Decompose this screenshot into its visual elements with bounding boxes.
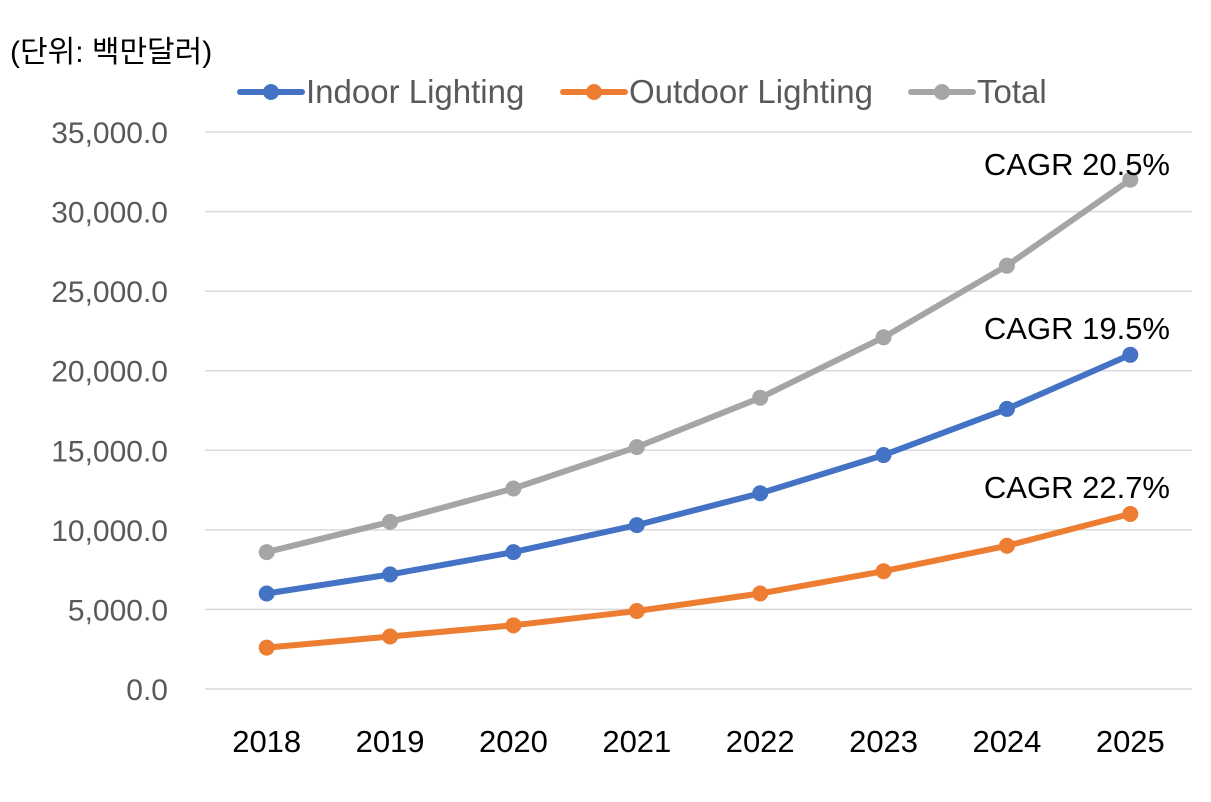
y-tick-label: 30,000.0 <box>51 197 168 230</box>
series-total <box>258 171 1139 561</box>
series-line <box>263 176 1134 556</box>
x-tick-label: 2023 <box>849 724 918 759</box>
legend-entry: Outdoor Lighting <box>560 73 873 110</box>
data-point <box>258 639 275 656</box>
x-tick-label: 2020 <box>479 724 548 759</box>
data-point <box>258 585 275 602</box>
data-point <box>628 439 645 456</box>
data-point <box>258 544 275 561</box>
data-point <box>382 566 399 583</box>
data-point <box>628 603 645 620</box>
data-point <box>1122 346 1139 363</box>
data-point <box>752 389 769 406</box>
data-point <box>875 447 892 464</box>
x-tick-label: 2024 <box>972 724 1041 759</box>
gridlines <box>205 131 1192 690</box>
x-axis: 2018 2019 2020 2021 2022 2023 2024 2025 <box>232 724 1165 759</box>
series-group <box>258 171 1139 656</box>
data-point <box>752 485 769 502</box>
data-point <box>1122 505 1139 522</box>
legend-swatch-marker <box>586 84 602 100</box>
data-point <box>505 480 522 497</box>
x-tick-label: 2022 <box>726 724 795 759</box>
legend-label: Total <box>977 73 1047 110</box>
data-point <box>382 513 399 530</box>
y-tick-label: 20,000.0 <box>51 356 168 389</box>
data-point <box>382 628 399 645</box>
legend-entry: Total <box>908 73 1047 110</box>
series-line <box>263 510 1134 651</box>
data-point <box>998 257 1015 274</box>
y-tick-label: 35,000.0 <box>51 117 168 150</box>
y-tick-label: 10,000.0 <box>51 515 168 548</box>
data-point <box>875 563 892 580</box>
y-tick-label: 5,000.0 <box>68 594 168 627</box>
x-tick-label: 2025 <box>1096 724 1165 759</box>
y-tick-label: 0.0 <box>126 674 168 707</box>
cagr-annotation: CAGR 22.7% <box>984 470 1170 505</box>
legend-label: Outdoor Lighting <box>629 73 873 110</box>
data-point <box>505 617 522 634</box>
data-point <box>1122 171 1139 188</box>
y-tick-label: 15,000.0 <box>51 435 168 468</box>
data-point <box>875 329 892 346</box>
data-point <box>998 537 1015 554</box>
cagr-annotation: CAGR 19.5% <box>984 311 1170 346</box>
data-point <box>998 400 1015 417</box>
legend-swatch-marker <box>263 84 279 100</box>
legend-swatch-marker <box>934 84 950 100</box>
data-point <box>628 517 645 534</box>
y-axis: 0.0 5,000.0 10,000.0 15,000.0 20,000.0 25,000… <box>51 117 168 707</box>
unit-label: (단위: 백만달러) <box>10 36 212 69</box>
legend-entry: Indoor Lighting <box>237 73 524 110</box>
legend-label: Indoor Lighting <box>306 73 524 110</box>
series-line <box>263 351 1134 597</box>
x-tick-label: 2019 <box>356 724 425 759</box>
data-point <box>505 544 522 561</box>
cagr-annotation: CAGR 20.5% <box>984 147 1170 182</box>
data-point <box>752 585 769 602</box>
legend: Indoor Lighting Outdoor Lighting Total <box>237 73 1047 110</box>
annotations: CAGR 20.5% CAGR 19.5% CAGR 22.7% <box>984 147 1170 505</box>
x-tick-label: 2021 <box>602 724 671 759</box>
x-tick-label: 2018 <box>232 724 301 759</box>
series-indoor-lighting <box>258 346 1139 602</box>
series-outdoor-lighting <box>258 505 1139 656</box>
y-tick-label: 25,000.0 <box>51 276 168 309</box>
